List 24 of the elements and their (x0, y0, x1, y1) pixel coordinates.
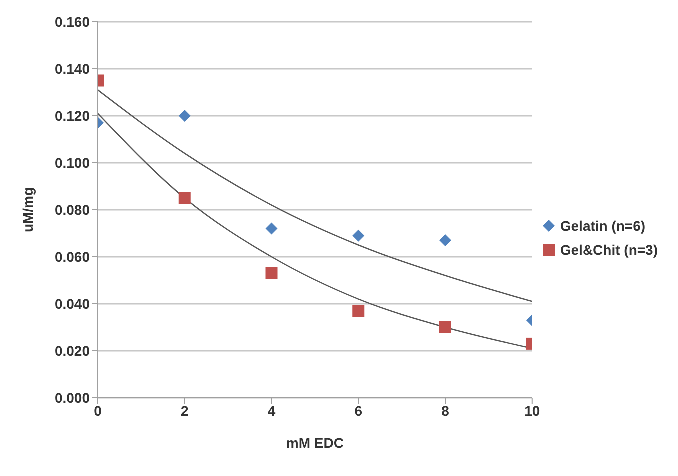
y-tick-label: 0.140 (54, 60, 90, 77)
legend-label: Gelatin (n=6) (560, 218, 646, 234)
x-tick-label: 4 (268, 402, 276, 419)
x-axis-title: mM EDC (286, 435, 344, 451)
point (266, 267, 278, 280)
y-tick-label: 0.020 (54, 342, 90, 359)
y-axis-title: uM/mg (20, 187, 36, 233)
x-tick-label: 8 (442, 402, 450, 419)
line-series (98, 90, 532, 302)
x-tick-label: 6 (354, 402, 363, 419)
point (266, 222, 278, 235)
y-tick-label: 0.120 (54, 108, 90, 124)
x-tick-label: 2 (180, 402, 189, 419)
y-tick-label: 0.000 (54, 390, 90, 406)
legend-label: Gel&Chit (n=3) (560, 242, 658, 258)
y-tick-label: 0.060 (54, 248, 90, 265)
y-tick-label: 0.160 (54, 14, 90, 30)
x-tick-label: 0 (94, 402, 102, 419)
y-tick-label: 0.040 (54, 296, 90, 312)
point (352, 230, 365, 242)
y-tick-label: 0.100 (54, 154, 90, 171)
y-tick-label: 0.080 (54, 202, 90, 218)
x-tick-label: 10 (524, 402, 540, 419)
point (352, 305, 365, 318)
